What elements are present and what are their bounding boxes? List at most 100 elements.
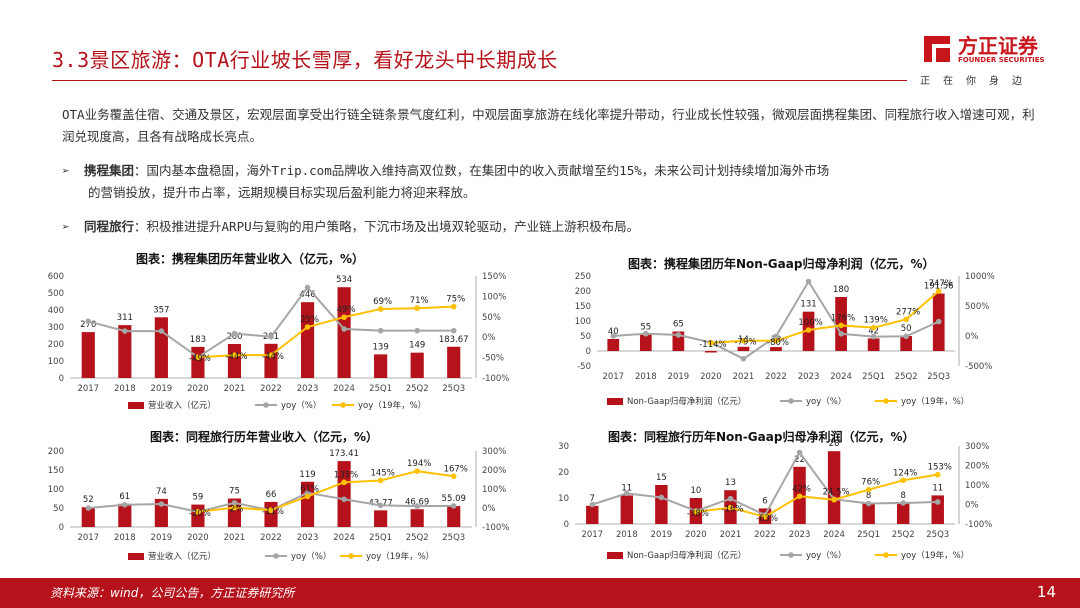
bullet-arrow-icon: ➢ xyxy=(62,163,70,178)
legend-line-label: yoy（%） xyxy=(281,400,321,411)
y2-tick-label: 200% xyxy=(965,462,989,472)
x-tick-label: 25Q2 xyxy=(895,372,918,382)
bar xyxy=(862,503,875,524)
bar xyxy=(410,352,424,378)
yoy-point xyxy=(903,333,909,340)
x-tick-label: 2022 xyxy=(765,372,787,382)
bullet-arrow-icon: ➢ xyxy=(62,219,70,234)
yoy19-data-label: 24.5% xyxy=(823,488,850,498)
bar-data-label: 180 xyxy=(833,285,849,295)
yoy-point xyxy=(122,328,128,334)
y-tick-label: 150 xyxy=(575,302,591,312)
yoy19-point xyxy=(831,496,837,503)
bar-data-label: 131 xyxy=(800,300,816,310)
x-tick-label: 2018 xyxy=(635,372,657,382)
y-tick-label: 100 xyxy=(48,485,64,495)
legend-line-label: yoy（%） xyxy=(291,551,331,562)
bar-data-label: 173.41 xyxy=(329,449,359,459)
yoy-point xyxy=(589,501,596,508)
yoy19-point xyxy=(304,324,311,330)
yoy-point xyxy=(341,496,347,503)
legend-line-label: yoy（19年，%） xyxy=(901,550,969,561)
bar-data-label: 311 xyxy=(117,313,133,323)
bar xyxy=(410,509,424,527)
x-tick-label: 25Q3 xyxy=(926,530,949,540)
bar xyxy=(81,507,95,527)
legend-bar-label: Non-Gaap归母净利润（亿元） xyxy=(627,550,746,561)
y-tick-label: 500 xyxy=(48,289,64,299)
yoy-point xyxy=(450,327,457,334)
bar-data-label: 42 xyxy=(868,326,879,336)
yoy19-data-label: 2% xyxy=(230,505,244,515)
bar-data-label: 55 xyxy=(640,323,651,333)
x-tick-label: 2024 xyxy=(823,530,845,540)
yoy-point xyxy=(158,501,165,507)
y2-tick-label: 0% xyxy=(965,332,979,342)
y-tick-label: 250 xyxy=(575,272,591,282)
yoy-point xyxy=(85,318,92,325)
yoy-point xyxy=(231,500,238,506)
bar xyxy=(447,346,461,378)
y-tick-label: 0 xyxy=(586,347,591,357)
x-tick-label: 2023 xyxy=(798,372,820,382)
bullet-label: 同程旅行 xyxy=(84,219,135,234)
x-tick-label: 2021 xyxy=(720,530,742,540)
x-tick-label: 2023 xyxy=(297,533,319,543)
yoy-point xyxy=(838,330,844,337)
y-tick-label: 50 xyxy=(53,504,64,514)
yoy19-point xyxy=(762,513,768,520)
y-tick-label: 100 xyxy=(575,317,591,327)
x-tick-label: 2024 xyxy=(333,384,355,394)
bar-data-label: 10 xyxy=(690,486,701,496)
bullet-label: 携程集团 xyxy=(84,163,135,178)
x-tick-label: 25Q1 xyxy=(862,372,885,382)
yoy19-data-label: 194% xyxy=(407,459,431,469)
y-tick-label: 300 xyxy=(48,323,64,333)
yoy-point xyxy=(268,333,274,340)
bar xyxy=(770,347,782,351)
bar-data-label: 534 xyxy=(336,275,352,285)
yoy19-point xyxy=(773,338,779,344)
chart-title-tongcheng-revenue: 图表：同程旅行历年营业收入（亿元，%） xyxy=(150,430,379,444)
yoy19-data-label: -114% xyxy=(699,340,726,350)
yoy19-data-label: 277% xyxy=(896,307,920,317)
yoy19-point xyxy=(377,306,384,312)
bar xyxy=(705,351,717,353)
yoy19-data-label: 71% xyxy=(410,296,429,306)
bar-data-label: 183.67 xyxy=(439,335,469,345)
yoy-point xyxy=(796,449,803,456)
yoy19-data-label: 135% xyxy=(334,470,358,480)
x-tick-label: 25Q3 xyxy=(442,533,465,543)
yoy19-data-label: 49% xyxy=(337,305,356,315)
bar-data-label: 7 xyxy=(590,494,595,504)
yoy-point xyxy=(805,278,812,285)
x-tick-label: 2018 xyxy=(616,530,638,540)
yoy-point xyxy=(675,332,682,338)
bullet-ctrip: ➢ 携程集团：国内基本盘稳固，海外Trip.com品牌收入维持高双位数，在集团中的… xyxy=(62,160,1037,204)
yoy19-point xyxy=(708,340,714,346)
bar xyxy=(639,334,652,351)
y-tick-label: 0 xyxy=(564,520,569,530)
x-tick-label: 2022 xyxy=(754,530,776,540)
yoy19-point xyxy=(935,288,942,294)
x-tick-label: 25Q1 xyxy=(369,384,392,394)
y2-tick-label: -500% xyxy=(965,362,992,372)
yoy19-point xyxy=(414,468,420,474)
yoy19-data-label: -38% xyxy=(687,509,709,519)
x-tick-label: 2019 xyxy=(668,372,690,382)
bar xyxy=(118,325,132,378)
yoy19-data-label: -63% xyxy=(756,514,778,524)
y2-tick-label: 0% xyxy=(482,504,496,514)
x-tick-label: 2023 xyxy=(297,384,319,394)
y2-tick-label: 0% xyxy=(965,501,979,511)
yoy19-data-label: -79% xyxy=(734,338,756,348)
bar-data-label: 22 xyxy=(794,455,805,465)
bar xyxy=(867,338,880,351)
yoy-point xyxy=(740,356,747,362)
yoy19-point xyxy=(450,473,457,480)
bar xyxy=(447,506,461,527)
x-tick-label: 2017 xyxy=(77,533,99,543)
y-tick-label: 200 xyxy=(48,340,64,350)
bar-data-label: 15 xyxy=(656,473,667,483)
legend-bar-swatch xyxy=(128,553,144,560)
